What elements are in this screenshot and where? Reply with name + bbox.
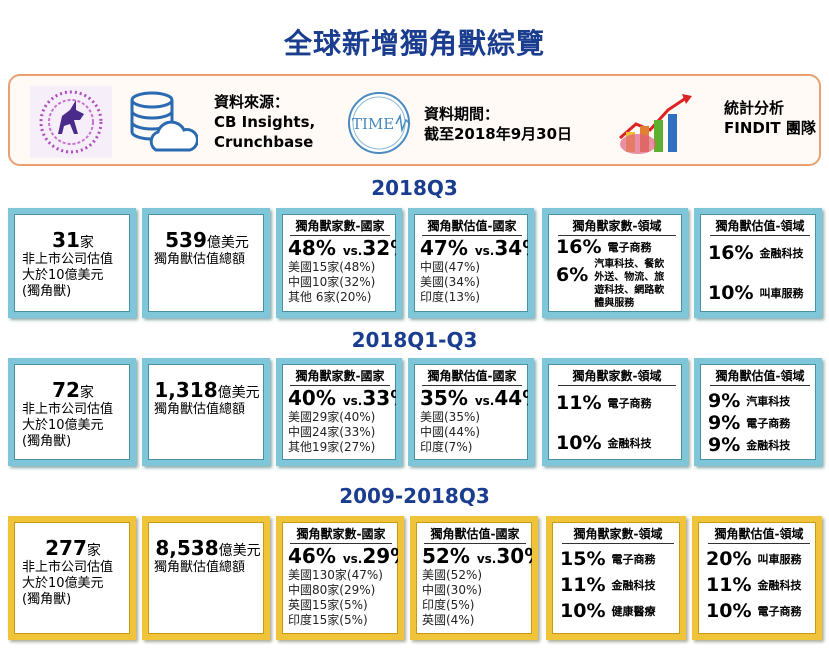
field-count-card: 獨角獸家數-領域 16% 電子商務 6% 汽車科技、餐飲 外送、物流、旅 遊科技、… (542, 208, 688, 318)
valuation-total-card: 8,538億美元 獨角獸估值總額 (142, 516, 270, 640)
valuation-total-card: 1,318億美元 獨角獸估值總額 (142, 358, 270, 466)
section-label-2018q3: 2018Q3 (371, 176, 458, 200)
section-label-2009-2018q3: 2009-2018Q3 (339, 484, 490, 508)
page-title: 全球新增獨角獸綜覽 (283, 27, 545, 60)
data-source-text: 資料來源： CB Insights, Crunchbase (214, 93, 316, 151)
database-cloud-icon (130, 91, 198, 152)
unicorn-count-card: 72家 非上市公司估值 大於10億美元 (獨角獸) (8, 358, 136, 466)
bar-chart-icon (619, 94, 692, 154)
country-count-card: 獨角獸家數-國家 40% vs.33% 美國29家(40%) 中國24家(33%… (276, 358, 402, 466)
section-label-2018q1-q3: 2018Q1-Q3 (351, 328, 478, 352)
field-count-card: 獨角獸家數-領域 11% 電子商務 10% 金融科技 (542, 358, 688, 466)
country-valuation-card: 獨角獸估值-國家 35% vs.44% 美國(35%) 中國(44%) 印度(7… (408, 358, 534, 466)
unicorn-logo (30, 86, 112, 158)
field-count-card: 獨角獸家數-領域 15% 電子商務 11% 金融科技 10% 健康醫療 (546, 516, 686, 640)
analysis-team-text: 統計分析 FINDIT 團隊 (724, 99, 816, 137)
data-period-text: 資料期間： 截至2018年9月30日 (424, 105, 573, 143)
country-valuation-card: 獨角獸估值-國家 52% vs.30% 美國(52%) 中國(30%) 印度(5… (410, 516, 538, 640)
field-valuation-card: 獨角獸估值-領域 9% 汽車科技 9% 電子商務 9% 金融科技 (694, 358, 822, 466)
source-info-panel: 資料來源： CB Insights, Crunchbase TIME 資料期間：… (8, 74, 821, 166)
time-clock-icon: TIME (348, 92, 411, 154)
unicorn-count-card: 31家 非上市公司估值 大於10億美元 (獨角獸) (8, 208, 136, 318)
country-valuation-card: 獨角獸估值-國家 47% vs.34% 中國(47%) 美國(34%) 印度(1… (408, 208, 534, 318)
field-valuation-card: 獨角獸估值-領域 16% 金融科技 10% 叫車服務 (694, 208, 822, 318)
unicorn-count-card: 277家 非上市公司估值 大於10億美元 (獨角獸) (8, 516, 136, 640)
field-valuation-card: 獨角獸估值-領域 20% 叫車服務 11% 金融科技 10% 電子商務 (692, 516, 822, 640)
svg-text:TIME: TIME (352, 115, 394, 133)
country-count-card: 獨角獸家數-國家 46% vs.29% 美國130家(47%) 中國80家(29… (276, 516, 404, 640)
country-count-card: 獨角獸家數-國家 48% vs.32% 美國15家(48%) 中國10家(32%… (276, 208, 402, 318)
valuation-total-card: 539億美元 獨角獸估值總額 (142, 208, 270, 318)
